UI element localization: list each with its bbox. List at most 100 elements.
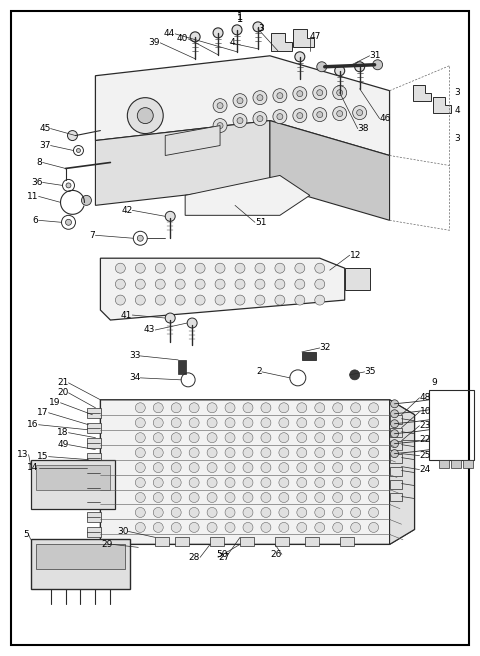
Circle shape: [189, 522, 199, 533]
Circle shape: [235, 279, 245, 289]
Circle shape: [155, 295, 165, 305]
Circle shape: [333, 433, 343, 443]
Text: 5: 5: [23, 530, 29, 539]
Bar: [87, 408, 101, 418]
Circle shape: [391, 420, 398, 428]
Text: 36: 36: [31, 178, 43, 187]
Text: 50: 50: [216, 550, 228, 559]
Circle shape: [279, 522, 289, 533]
Bar: [451, 460, 461, 468]
Circle shape: [235, 295, 245, 305]
Bar: [87, 422, 101, 433]
Circle shape: [261, 508, 271, 518]
Circle shape: [65, 219, 72, 225]
Circle shape: [207, 508, 217, 518]
Text: 42: 42: [121, 206, 132, 215]
Circle shape: [233, 113, 247, 127]
Text: 26: 26: [271, 550, 282, 559]
Bar: [275, 537, 289, 546]
Polygon shape: [270, 121, 390, 220]
Circle shape: [235, 263, 245, 273]
Circle shape: [279, 462, 289, 472]
Circle shape: [243, 418, 253, 428]
Circle shape: [243, 462, 253, 472]
Text: 47: 47: [310, 32, 321, 41]
Polygon shape: [31, 539, 130, 589]
Circle shape: [315, 418, 325, 428]
Text: 10: 10: [420, 407, 431, 417]
Circle shape: [189, 433, 199, 443]
Text: 3: 3: [455, 88, 460, 97]
Circle shape: [317, 112, 323, 117]
Circle shape: [333, 522, 343, 533]
Text: 8: 8: [37, 158, 43, 167]
Circle shape: [295, 263, 305, 273]
Polygon shape: [36, 464, 110, 489]
Circle shape: [153, 462, 163, 472]
Circle shape: [297, 508, 307, 518]
Circle shape: [195, 279, 205, 289]
Text: 27: 27: [218, 553, 229, 562]
Circle shape: [297, 113, 303, 119]
Circle shape: [275, 279, 285, 289]
Circle shape: [275, 295, 285, 305]
Text: 12: 12: [350, 251, 361, 260]
Circle shape: [336, 90, 343, 96]
Circle shape: [233, 94, 247, 108]
Text: 49: 49: [57, 440, 69, 449]
Circle shape: [175, 263, 185, 273]
Circle shape: [391, 440, 398, 447]
Circle shape: [225, 403, 235, 413]
Circle shape: [355, 62, 365, 72]
Circle shape: [372, 60, 383, 70]
Circle shape: [333, 107, 347, 121]
Text: 39: 39: [149, 38, 160, 47]
Circle shape: [277, 92, 283, 98]
Circle shape: [351, 478, 360, 487]
Circle shape: [315, 447, 325, 458]
Circle shape: [351, 522, 360, 533]
Text: 31: 31: [370, 51, 381, 60]
Polygon shape: [100, 400, 415, 544]
Bar: [87, 483, 101, 493]
Circle shape: [153, 493, 163, 502]
Text: 1: 1: [237, 14, 243, 24]
Circle shape: [225, 447, 235, 458]
Circle shape: [175, 295, 185, 305]
Circle shape: [297, 418, 307, 428]
Circle shape: [333, 462, 343, 472]
Circle shape: [171, 403, 181, 413]
Polygon shape: [390, 400, 415, 544]
Polygon shape: [100, 258, 345, 320]
Circle shape: [207, 462, 217, 472]
Circle shape: [333, 508, 343, 518]
Text: 25: 25: [420, 451, 431, 460]
Circle shape: [243, 447, 253, 458]
Bar: [390, 415, 402, 424]
Circle shape: [369, 462, 379, 472]
Circle shape: [257, 115, 263, 121]
Bar: [87, 497, 101, 508]
Text: 7: 7: [90, 231, 96, 240]
Text: 35: 35: [365, 367, 376, 377]
Text: 32: 32: [320, 344, 331, 352]
Circle shape: [391, 400, 398, 408]
Circle shape: [295, 279, 305, 289]
Circle shape: [135, 508, 145, 518]
Circle shape: [351, 418, 360, 428]
Text: 34: 34: [129, 373, 140, 382]
Text: 4: 4: [455, 106, 460, 115]
Circle shape: [153, 508, 163, 518]
Circle shape: [66, 183, 71, 188]
Text: 9: 9: [432, 379, 437, 387]
Text: 33: 33: [129, 352, 140, 360]
Circle shape: [171, 433, 181, 443]
Circle shape: [135, 433, 145, 443]
Circle shape: [255, 279, 265, 289]
Circle shape: [253, 22, 263, 32]
Circle shape: [369, 403, 379, 413]
Circle shape: [153, 478, 163, 487]
Bar: [87, 527, 101, 537]
Circle shape: [217, 123, 223, 129]
Circle shape: [350, 370, 360, 380]
